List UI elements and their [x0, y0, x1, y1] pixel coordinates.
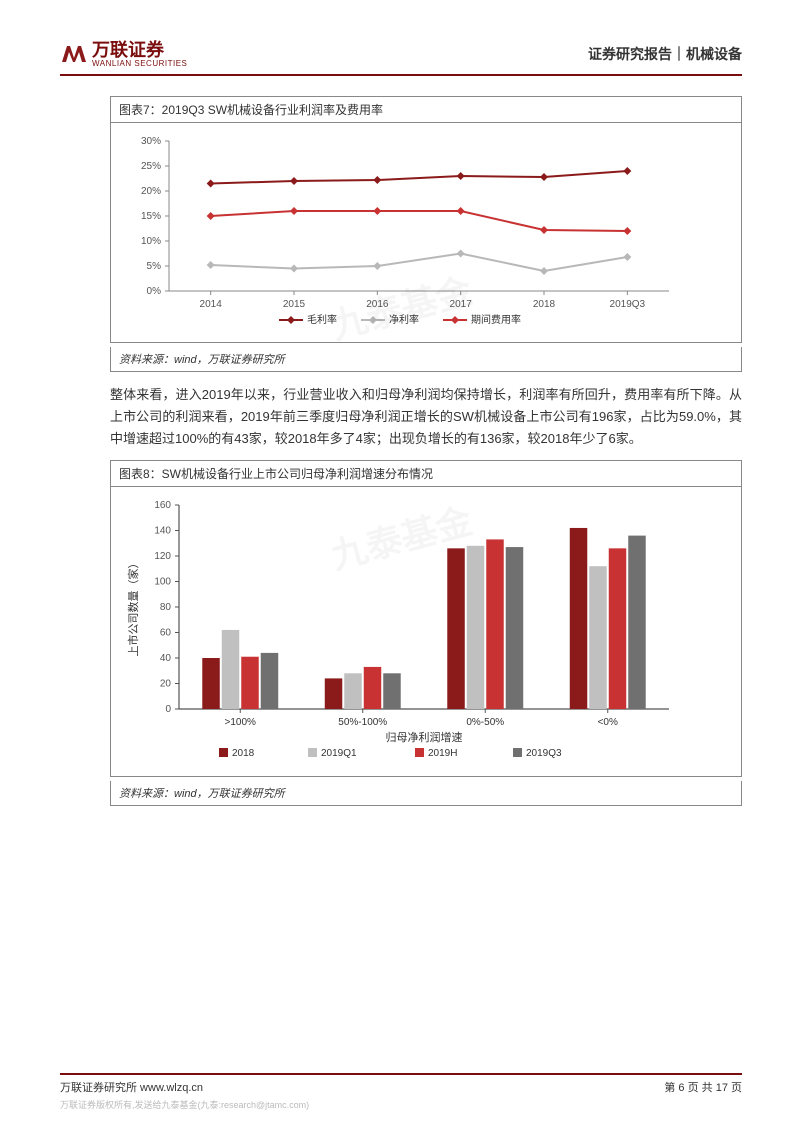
svg-text:25%: 25%: [141, 161, 161, 172]
svg-text:20%: 20%: [141, 186, 161, 197]
footer-watermark-note: 万联证券版权所有,发送给九泰基金(九泰:research@jtamc.com): [60, 1098, 309, 1111]
svg-text:2019Q3: 2019Q3: [526, 748, 562, 759]
svg-text:0: 0: [165, 704, 171, 715]
svg-text:15%: 15%: [141, 211, 161, 222]
page-header: 万联证券 WANLIAN SECURITIES 证券研究报告｜机械设备: [60, 40, 742, 76]
svg-text:>100%: >100%: [225, 717, 257, 728]
svg-text:5%: 5%: [147, 261, 162, 272]
svg-text:2019H: 2019H: [428, 748, 457, 759]
chart7-body: 0% 5% 10% 15% 20% 25% 30% 2014 2015 2016 2017 2018 2…: [111, 123, 741, 342]
svg-text:2016: 2016: [366, 299, 389, 310]
svg-text:2018: 2018: [232, 748, 255, 759]
svg-text:净利率: 净利率: [389, 313, 419, 326]
svg-text:2015: 2015: [283, 299, 306, 310]
logo: 万联证券 WANLIAN SECURITIES: [60, 40, 187, 68]
svg-text:2018: 2018: [533, 299, 556, 310]
chart7-source: 资料来源：wind，万联证券研究所: [110, 347, 742, 372]
chart8-box: 图表8：SW机械设备行业上市公司归母净利润增速分布情况 0 20 40 60 80 100…: [110, 460, 742, 777]
svg-text:上市公司数量（家）: 上市公司数量（家）: [126, 558, 140, 657]
logo-text-cn: 万联证券: [92, 41, 187, 59]
chart7-svg: 0% 5% 10% 15% 20% 25% 30% 2014 2015 2016 2017 2018 2…: [119, 131, 679, 331]
svg-text:2017: 2017: [450, 299, 473, 310]
svg-text:归母净利润增速: 归母净利润增速: [386, 730, 463, 744]
svg-text:毛利率: 毛利率: [307, 313, 337, 326]
svg-text:0%: 0%: [147, 286, 162, 297]
page-footer: 万联证券研究所 www.wlzq.cn 第 6 页 共 17 页: [60, 1073, 742, 1095]
chart7-box: 图表7：2019Q3 SW机械设备行业利润率及费用率 0% 5% 10% 15% 20%…: [110, 96, 742, 343]
svg-text:140: 140: [154, 526, 171, 537]
svg-text:2019Q1: 2019Q1: [321, 748, 357, 759]
svg-text:80: 80: [160, 602, 172, 613]
chart8-source: 资料来源：wind，万联证券研究所: [110, 781, 742, 806]
svg-text:40: 40: [160, 653, 172, 664]
svg-text:120: 120: [154, 551, 171, 562]
footer-right: 第 6 页 共 17 页: [664, 1079, 742, 1095]
footer-left: 万联证券研究所 www.wlzq.cn: [60, 1079, 203, 1095]
logo-icon: [60, 40, 88, 68]
svg-text:50%-100%: 50%-100%: [338, 717, 387, 728]
svg-text:期间费用率: 期间费用率: [471, 313, 521, 326]
svg-text:<0%: <0%: [598, 717, 618, 728]
svg-text:20: 20: [160, 679, 172, 690]
svg-text:60: 60: [160, 628, 172, 639]
chart8-body: 0 20 40 60 80 100 120 140 160 上市公司数量（家） >100% 50%-1…: [111, 487, 741, 776]
svg-text:30%: 30%: [141, 136, 161, 147]
svg-text:10%: 10%: [141, 236, 161, 247]
svg-text:2019Q3: 2019Q3: [610, 299, 646, 310]
svg-text:0%-50%: 0%-50%: [466, 717, 504, 728]
svg-text:100: 100: [154, 577, 171, 588]
chart8-svg: 0 20 40 60 80 100 120 140 160 上市公司数量（家） >100% 50%-1…: [119, 495, 679, 765]
logo-text-en: WANLIAN SECURITIES: [92, 59, 187, 68]
header-category: 证券研究报告｜机械设备: [588, 44, 742, 64]
body-paragraph: 整体来看，进入2019年以来，行业营业收入和归母净利润均保持增长，利润率有所回升…: [110, 384, 742, 450]
svg-text:2014: 2014: [200, 299, 223, 310]
svg-text:160: 160: [154, 500, 171, 511]
chart8-title: 图表8：SW机械设备行业上市公司归母净利润增速分布情况: [111, 461, 741, 487]
chart7-title: 图表7：2019Q3 SW机械设备行业利润率及费用率: [111, 97, 741, 123]
